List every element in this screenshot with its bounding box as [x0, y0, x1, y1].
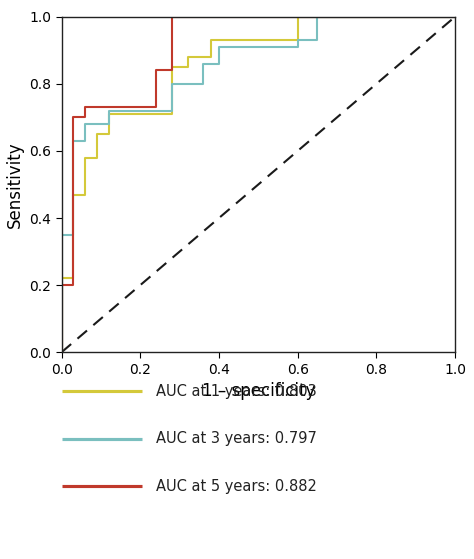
Text: AUC at 5 years: 0.882: AUC at 5 years: 0.882	[156, 479, 317, 494]
Y-axis label: Sensitivity: Sensitivity	[6, 141, 24, 228]
Text: AUC at 1 years: 0.803: AUC at 1 years: 0.803	[156, 384, 317, 399]
Text: AUC at 3 years: 0.797: AUC at 3 years: 0.797	[156, 432, 317, 446]
X-axis label: 1 – specificity: 1 – specificity	[201, 382, 315, 400]
